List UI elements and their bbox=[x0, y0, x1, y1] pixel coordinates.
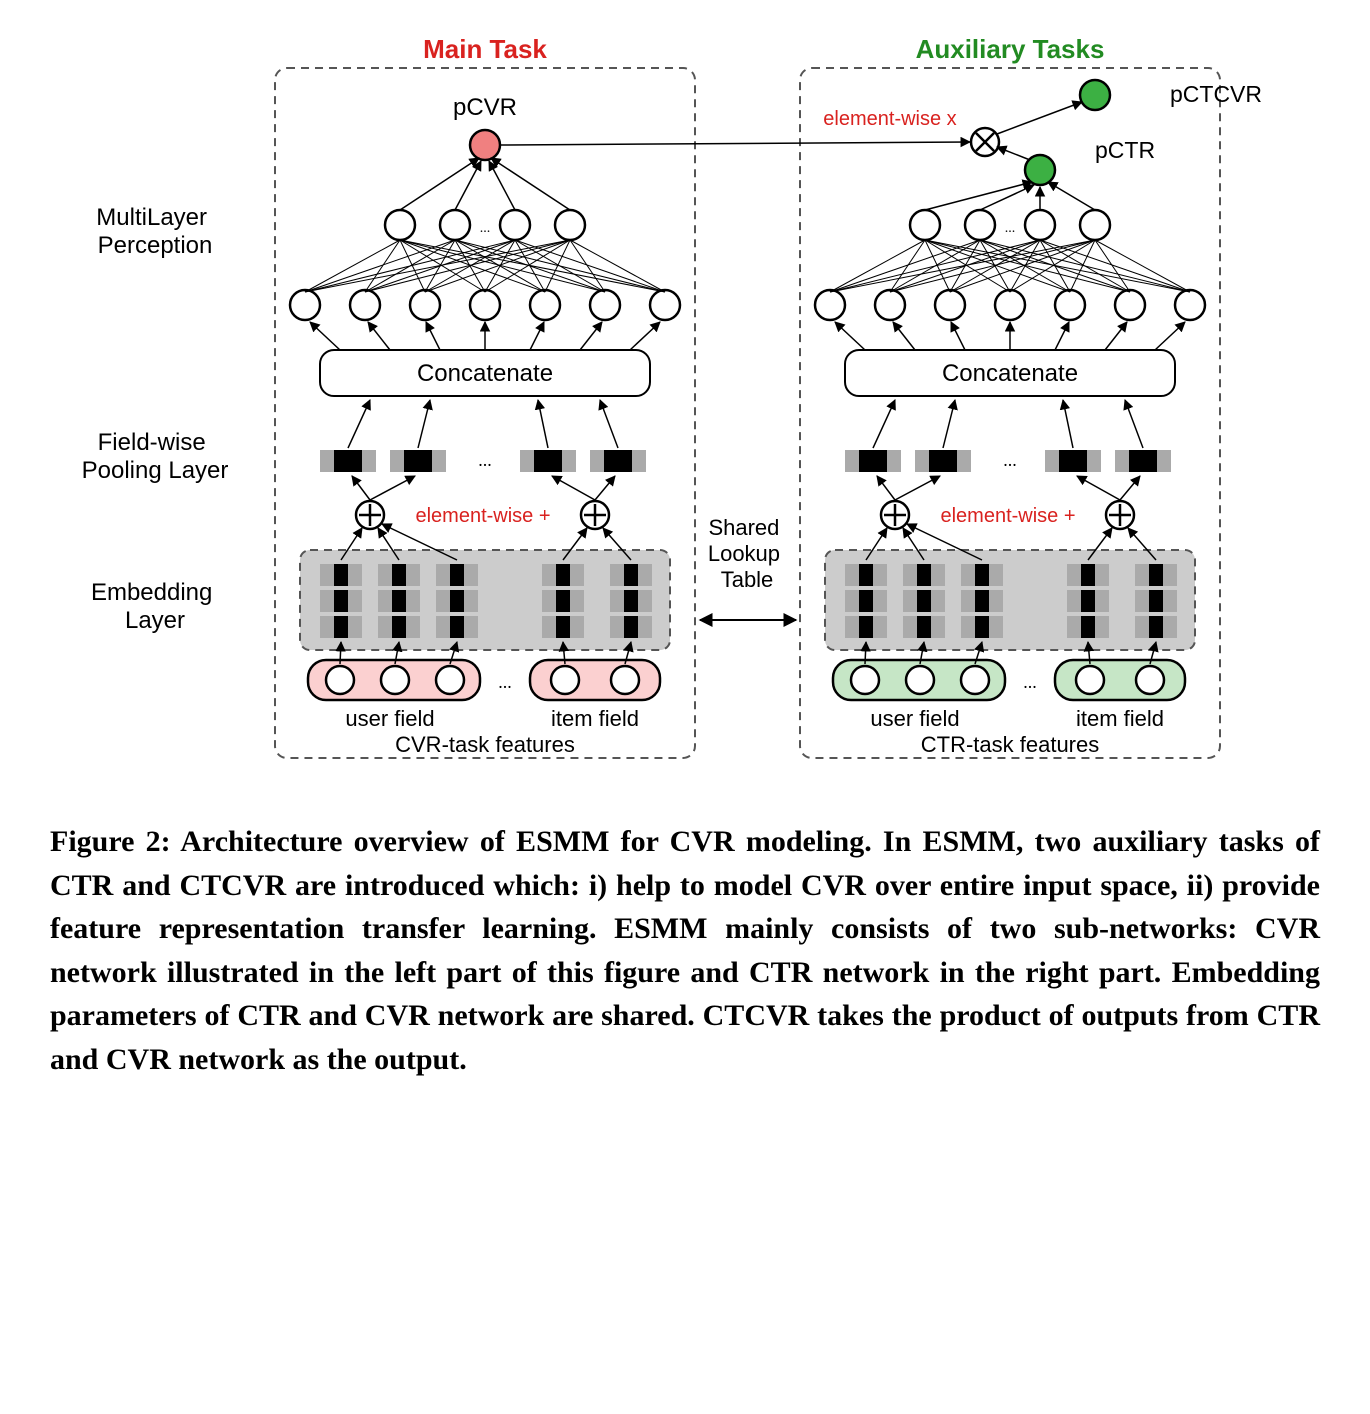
mlp-layer1-r bbox=[815, 290, 1205, 320]
pcvr-to-x-arrow bbox=[500, 142, 970, 145]
left-panel bbox=[275, 68, 695, 758]
elemplus-right-label: element-wise + bbox=[940, 505, 1075, 527]
aux-task-title: Auxiliary Tasks bbox=[916, 34, 1105, 64]
elemx-label: element-wise x bbox=[823, 108, 956, 130]
multilayer-label: MultiLayer Perception bbox=[96, 204, 213, 259]
pcvr-label: pCVR bbox=[453, 94, 517, 121]
pctcvr-label: pCTCVR bbox=[1170, 81, 1262, 107]
pooling-left: ... bbox=[320, 450, 646, 472]
pcvr-node bbox=[470, 130, 500, 160]
pctr-label: pCTR bbox=[1095, 137, 1155, 163]
mlp-layer1 bbox=[290, 290, 680, 320]
left-network: pCVR ... bbox=[290, 94, 680, 757]
concatenate-right-label: Concatenate bbox=[942, 360, 1078, 387]
pooling-label: Field-wise Pooling Layer bbox=[82, 429, 229, 484]
figure-caption: Figure 2: Architecture overview of ESMM … bbox=[30, 820, 1340, 1081]
svg-text:...: ... bbox=[480, 221, 491, 236]
caption-prefix: Figure 2: bbox=[50, 825, 180, 858]
right-network: pCTCVR element-wise x pCTR ... bbox=[500, 80, 1262, 757]
item-field-left bbox=[530, 660, 660, 700]
item-field-right-label: item field bbox=[1076, 706, 1164, 731]
concatenate-left-label: Concatenate bbox=[417, 360, 553, 387]
mlp-layer2-r: ... bbox=[910, 210, 1110, 240]
shared-lookup-label: Shared Lookup Table bbox=[708, 515, 786, 592]
caption-text: Architecture overview of ESMM for CVR mo… bbox=[50, 825, 1320, 1076]
user-field-right-label: user field bbox=[870, 706, 959, 731]
svg-text:...: ... bbox=[478, 450, 492, 470]
mlp-layer2: ... bbox=[385, 210, 585, 240]
figure-container: Main Task Auxiliary Tasks MultiLayer Per… bbox=[30, 30, 1340, 1081]
svg-text:...: ... bbox=[1005, 221, 1016, 236]
ctr-features-label: CTR-task features bbox=[921, 732, 1100, 757]
pooling-right: ... bbox=[845, 450, 1171, 472]
architecture-diagram: Main Task Auxiliary Tasks MultiLayer Per… bbox=[30, 30, 1340, 790]
main-task-title: Main Task bbox=[423, 34, 547, 64]
pctcvr-node bbox=[1080, 80, 1110, 110]
embedding-label: Embedding Layer bbox=[91, 579, 219, 634]
item-field-left-label: item field bbox=[551, 706, 639, 731]
svg-text:...: ... bbox=[1003, 450, 1017, 470]
svg-text:...: ... bbox=[1023, 672, 1037, 692]
right-panel bbox=[800, 68, 1220, 758]
elemplus-left-label: element-wise + bbox=[415, 505, 550, 527]
cvr-features-label: CVR-task features bbox=[395, 732, 575, 757]
svg-text:...: ... bbox=[498, 672, 512, 692]
user-field-left-label: user field bbox=[345, 706, 434, 731]
item-field-right bbox=[1055, 660, 1185, 700]
